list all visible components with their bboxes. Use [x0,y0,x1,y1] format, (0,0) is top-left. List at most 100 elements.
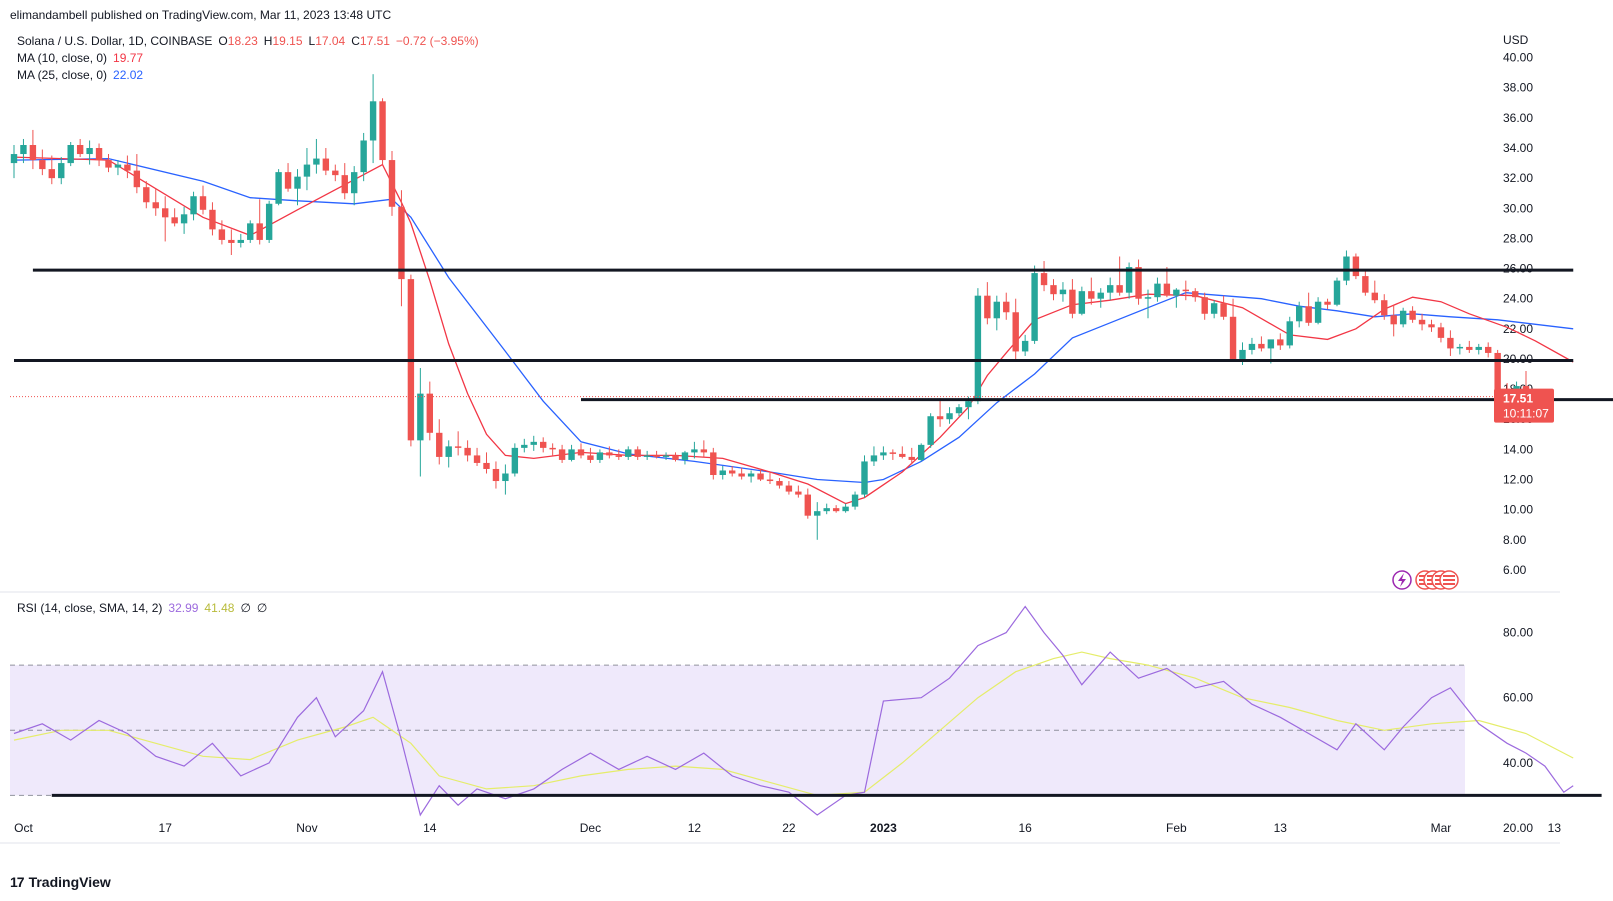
candle-body [29,145,37,161]
candle-body [1201,297,1208,314]
candle [700,440,708,457]
candle-body [880,452,887,456]
candle-body [1456,346,1464,349]
lightning-icon [1392,570,1412,590]
candle [1173,288,1180,308]
time-axis-tick: 14 [423,821,437,835]
candle [1447,330,1454,356]
candle-body [360,140,367,173]
candle-body [1371,292,1378,301]
candle [388,151,396,216]
candle [95,143,103,167]
candle [1107,277,1114,301]
candle [1069,279,1076,319]
candle-body [1116,285,1123,293]
candle-body [1277,339,1284,346]
legend-ohlc: Solana / U.S. Dollar, 1D, COINBASE O18.23… [17,34,479,48]
candle [1163,267,1171,298]
candle-body [39,160,46,170]
time-axis-tick: Oct [14,821,33,835]
candle-body [1173,289,1180,296]
candle [643,450,651,460]
candle-body [237,239,244,243]
candle [577,443,585,459]
candle [473,447,481,466]
candle-body [1192,291,1199,298]
candle-body [105,160,112,168]
candle [445,440,452,468]
candle [247,220,254,243]
candle [351,166,358,206]
time-axis-tick: 13 [1548,821,1562,835]
candle-body [729,470,736,474]
candle [681,450,689,465]
candle [587,447,594,463]
candle [284,163,292,192]
candle-body [67,145,74,164]
candle [795,485,802,498]
price-axis-tick: 8.00 [1503,533,1527,547]
candle [993,295,1000,331]
candle [1154,277,1161,302]
rsi-axis-tick: 40.00 [1503,756,1533,770]
candle-body [1021,340,1029,352]
legend-rsi-z1: ∅ [240,601,250,615]
candle-body [1078,291,1086,314]
candle [20,138,27,164]
candle [946,407,953,424]
candle-body [653,455,660,457]
candle [511,443,519,477]
candle-body [1248,343,1256,350]
price-axis-tick: 24.00 [1503,292,1533,306]
candle-body [804,494,811,516]
candle [294,169,301,206]
legend-change: −0.72 (−3.95%) [396,34,479,48]
price-axis-tick: 20.00 [1503,352,1533,366]
candle-body [1286,321,1293,346]
candle [143,181,150,209]
candle-body [265,203,273,240]
candle-body [20,145,27,155]
candle [360,132,367,182]
legend-ma10: MA (10, close, 0) 19.77 [17,51,143,65]
candle-body [114,164,122,168]
candle [379,98,386,165]
candle [1475,343,1482,355]
candle-body [823,508,830,512]
candle [625,446,632,460]
candle-body [10,154,18,164]
candle-body [672,455,679,460]
candle-body [294,176,301,189]
candle-body [124,164,131,171]
tradingview-logo[interactable]: 17 TradingView [10,874,111,890]
candle-body [861,461,868,495]
candle-body [757,473,764,480]
candle-body [398,206,405,280]
candle-body [1305,306,1312,323]
candle [719,465,726,480]
time-axis-tick: Mar [1431,821,1452,835]
ma25-line [13,157,1574,484]
candle-body [1314,301,1322,323]
candle-body [228,239,235,243]
publisher-line: elimandambell published on TradingView.c… [10,8,392,22]
candle [1409,306,1416,323]
rsi-axis-tick: 20.00 [1503,821,1533,835]
candle [454,431,462,456]
candle-body [1485,346,1492,353]
candle [48,155,55,185]
candle-body [558,449,566,460]
candle-body [842,506,849,512]
candle [984,282,991,325]
candle [832,505,840,513]
candle [568,444,575,462]
candle [133,154,141,194]
candle-body [388,160,396,207]
candle-body [851,494,859,507]
time-axis-tick: Dec [580,821,601,835]
candle [540,437,547,453]
candle [842,503,849,513]
candle [936,398,944,427]
candle-body [908,456,915,460]
